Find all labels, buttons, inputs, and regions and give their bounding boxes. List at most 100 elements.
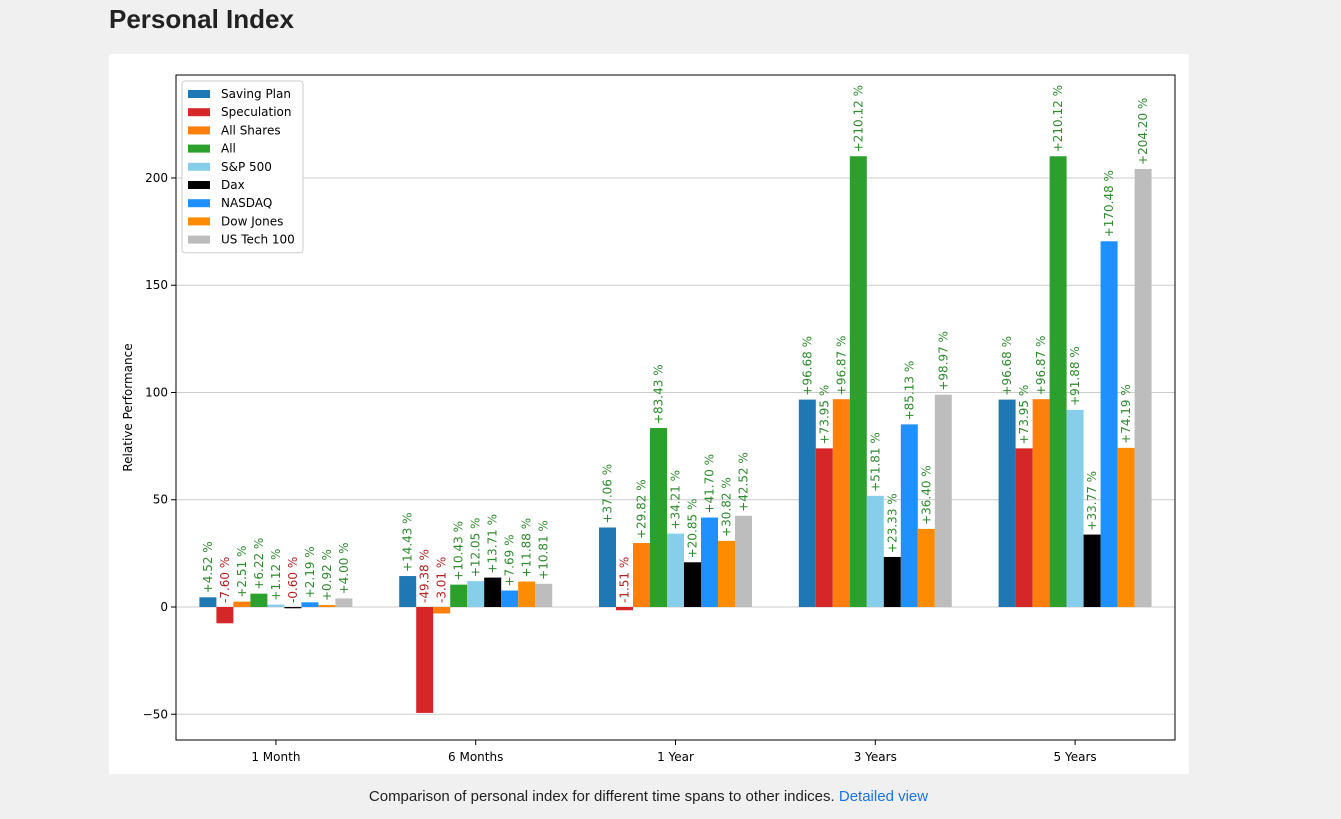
data-label: +73.95 % (1017, 385, 1031, 445)
bar (832, 399, 850, 607)
data-label: +204.20 % (1136, 98, 1150, 165)
bar (883, 556, 901, 607)
bar (199, 597, 217, 607)
bar (684, 562, 701, 607)
legend-swatch (188, 162, 210, 171)
data-label: +51.81 % (868, 432, 882, 492)
data-label: +1.12 % (269, 549, 283, 601)
x-tick-label: 1 Month (251, 750, 300, 764)
data-label: +11.88 % (520, 518, 534, 578)
y-tick-label: 0 (160, 600, 168, 614)
data-label: +7.69 % (503, 535, 517, 587)
bar (1117, 447, 1135, 607)
data-label: +2.51 % (235, 546, 249, 598)
legend-entry: Dow Jones (221, 214, 283, 228)
data-label: +37.06 % (601, 464, 615, 524)
data-label: -49.38 % (418, 549, 432, 603)
bar (1134, 168, 1152, 607)
x-tick-label: 6 Months (448, 750, 503, 764)
bar (900, 424, 918, 607)
data-label: +170.48 % (1102, 170, 1116, 237)
data-label: +10.43 % (452, 521, 466, 581)
bar (318, 605, 336, 607)
legend-entry: Dax (221, 178, 245, 192)
legend-entry: S&P 500 (221, 160, 272, 174)
bar (1066, 409, 1084, 607)
bar (433, 607, 451, 614)
bar (998, 399, 1016, 607)
data-label: +41.70 % (703, 454, 717, 514)
data-label: +36.40 % (919, 465, 933, 525)
y-axis-label: Relative Performance (121, 343, 135, 471)
legend-entry: NASDAQ (221, 196, 272, 210)
bar (718, 540, 735, 607)
data-label: +96.68 % (1000, 336, 1014, 396)
bar (849, 156, 867, 607)
bar (467, 581, 485, 607)
data-label: +10.81 % (537, 520, 551, 580)
bar (815, 448, 833, 607)
legend-swatch (188, 108, 210, 117)
bar (866, 495, 884, 607)
bar (650, 428, 667, 607)
bar (667, 533, 684, 607)
plot-frame (175, 74, 1176, 741)
data-label: +2.19 % (303, 546, 317, 598)
data-label: -7.60 % (218, 557, 232, 603)
legend-box (181, 80, 304, 254)
bar (535, 583, 553, 607)
data-label: +13.71 % (486, 514, 500, 574)
data-label: +98.97 % (936, 331, 950, 391)
page-title: Personal Index (109, 4, 294, 34)
bar (216, 607, 234, 624)
bar (233, 601, 251, 607)
legend-entry: Speculation (221, 105, 292, 119)
bar (616, 607, 633, 611)
data-label: +210.12 % (851, 85, 865, 152)
data-label: -3.01 % (435, 557, 449, 603)
legend-swatch (188, 144, 210, 153)
bar (501, 590, 519, 607)
data-label: +85.13 % (902, 361, 916, 421)
bar (1015, 448, 1033, 607)
data-label: +4.00 % (337, 542, 351, 594)
data-label: +73.95 % (817, 385, 831, 445)
data-label: +6.22 % (252, 538, 266, 590)
data-label: +20.85 % (686, 499, 700, 559)
bar (267, 604, 285, 607)
bar (735, 515, 752, 607)
performance-bar-chart: −50 0 50 100 150 200 Relative Performance 1 Mon… (121, 74, 1176, 764)
data-label: +91.88 % (1068, 346, 1082, 406)
bar (416, 607, 434, 713)
y-tick-label: 50 (153, 493, 168, 507)
detailed-view-link[interactable]: Detailed view (838, 788, 929, 805)
caption-text: Comparison of personal index for differe… (368, 788, 835, 805)
data-label: +210.12 % (1051, 85, 1065, 152)
legend-swatch (188, 181, 210, 189)
bar (518, 581, 536, 607)
bar (934, 394, 952, 607)
x-tick-label: 1 Year (657, 750, 694, 764)
data-label: +83.43 % (652, 364, 666, 424)
legend-entry: US Tech 100 (221, 233, 295, 247)
bar (701, 517, 718, 607)
data-label: +4.52 % (201, 541, 215, 593)
bar (1049, 156, 1067, 607)
y-tick-label: 200 (145, 171, 168, 185)
data-label: +29.82 % (635, 479, 649, 539)
bar (1083, 534, 1101, 607)
y-tick-label: 150 (145, 278, 168, 292)
y-tick-label: −50 (143, 707, 168, 721)
data-label: +96.68 % (800, 336, 814, 396)
bar (1032, 399, 1050, 607)
legend-swatch (188, 90, 210, 98)
data-label: +74.19 % (1119, 384, 1133, 444)
data-label: -0.60 % (286, 557, 300, 603)
legend-swatch (188, 217, 210, 226)
data-label: +14.43 % (401, 512, 415, 572)
data-label: +96.87 % (834, 336, 848, 396)
legend-swatch (188, 235, 210, 244)
bar (399, 576, 417, 607)
data-label: +34.21 % (669, 470, 683, 530)
data-label: +42.52 % (737, 452, 751, 512)
